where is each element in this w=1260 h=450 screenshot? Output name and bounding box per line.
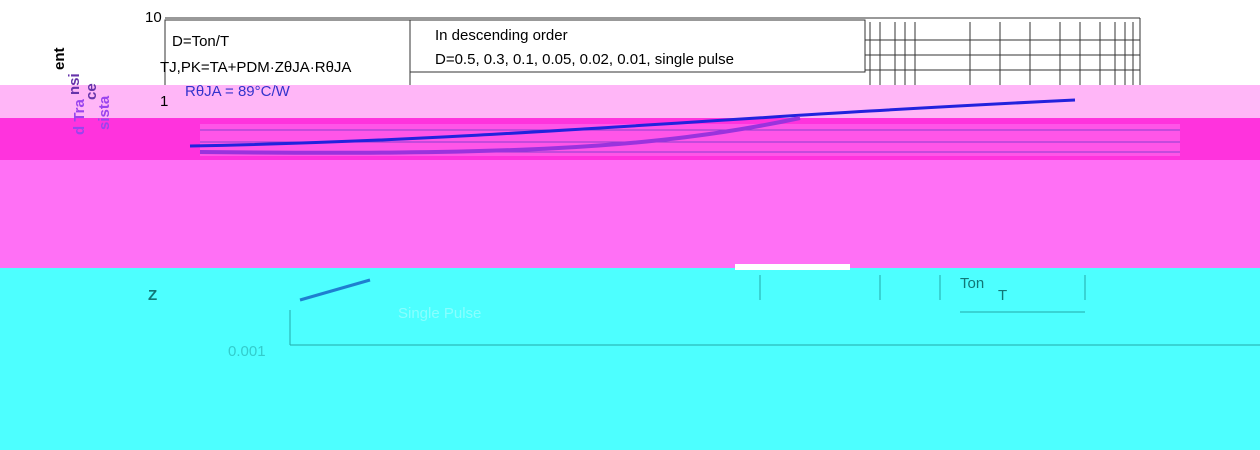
axis-label: 0.001: [228, 343, 266, 360]
axis-title: ent: [51, 47, 68, 70]
annotation: Ton: [960, 275, 984, 292]
curve: [199, 116, 801, 155]
axis-title: ce: [83, 83, 100, 100]
curve: [299, 278, 371, 302]
legend-text: In descending order: [435, 27, 568, 44]
axis-title: sista: [96, 95, 113, 130]
note-text: TJ,PK=TA+PDM·ZθJA·RθJA: [160, 59, 351, 76]
band: [735, 264, 850, 270]
legend-box: [409, 19, 866, 73]
note-text: RθJA = 89°C/W: [185, 83, 291, 100]
annotation: T: [998, 287, 1007, 304]
grid-top: [165, 17, 1141, 110]
grid-bottom: [289, 275, 1260, 346]
curve: [189, 98, 1076, 148]
axis-title: nsi: [66, 73, 83, 95]
band: [0, 268, 1260, 450]
legend-text: D=0.5, 0.3, 0.1, 0.05, 0.02, 0.01, singl…: [435, 51, 734, 68]
annotation: Single Pulse: [398, 305, 481, 322]
axis-label: 1: [160, 93, 168, 110]
axis-title: d Tra: [71, 98, 88, 135]
note-text: D=Ton/T: [172, 33, 229, 50]
axis-symbol: Z: [148, 287, 157, 304]
axis-label: 10: [145, 9, 162, 26]
band: [0, 160, 1260, 268]
